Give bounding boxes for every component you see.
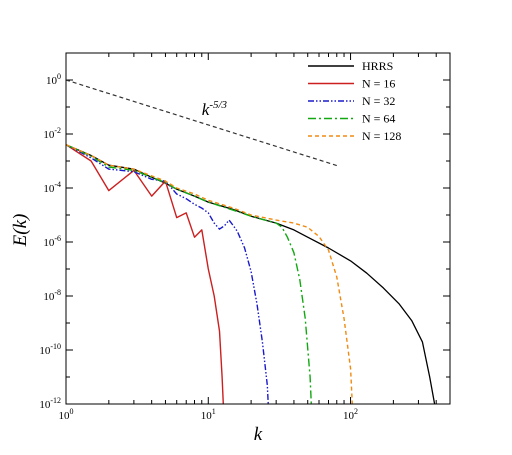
plot-frame (65, 52, 451, 405)
series-lines (66, 144, 436, 404)
series-line-0 (66, 144, 436, 404)
y-tick-label: 10-12 (39, 396, 61, 411)
legend-label-3: N = 64 (362, 112, 395, 126)
series-line-4 (66, 144, 353, 404)
y-tick-label: 10-8 (43, 288, 61, 303)
legend-label-0: HRRS (362, 59, 393, 73)
y-tick-label: 10-10 (39, 342, 61, 357)
slope-label: k-5/3 (202, 99, 228, 119)
legend-label-1: N = 16 (362, 77, 395, 91)
y-tick-label: 10-4 (43, 180, 61, 195)
slope-annotation: k-5/3 (65, 79, 337, 167)
y-tick-label: 10-2 (43, 126, 61, 141)
series-line-3 (66, 144, 313, 404)
legend-label-4: N = 128 (362, 129, 401, 143)
series-line-2 (66, 144, 269, 404)
legend-label-2: N = 32 (362, 94, 395, 108)
x-tick-label: 100 (59, 407, 74, 422)
y-tick-label: 10-6 (43, 234, 61, 249)
x-tick-label: 102 (343, 407, 358, 422)
y-tick-label: 100 (46, 72, 61, 87)
y-axis-label: E(k) (10, 214, 31, 248)
slope-reference-line (65, 79, 337, 167)
x-axis-label: k (254, 424, 263, 445)
series-line-1 (66, 144, 225, 404)
x-tick-label: 101 (201, 407, 216, 422)
tick-labels: 100 101 102 100 10-2 10-4 10-6 10-8 10-10 10-12 (39, 72, 358, 422)
legend: HRRS N = 16 N = 32 N = 64 N = 128 (308, 59, 401, 143)
